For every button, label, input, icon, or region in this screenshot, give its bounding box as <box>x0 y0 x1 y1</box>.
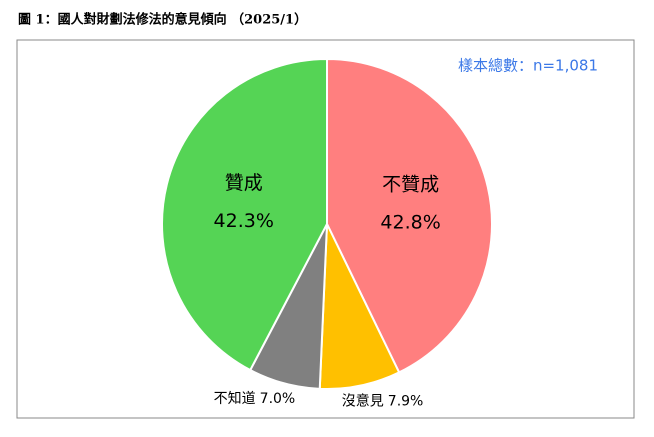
value-label: 42.3% <box>214 210 274 232</box>
slice-label: 不知道 <box>214 390 256 407</box>
slice-label: 不贊成 <box>382 173 439 195</box>
chart-title: 圖 1：國人對財劃法修法的意見傾向 （2025/1） <box>18 12 307 28</box>
sample-size: 樣本總數：n=1,081 <box>458 57 598 75</box>
value-label: 7.9% <box>388 394 424 410</box>
chart-frame <box>16 39 635 419</box>
pie-slice <box>326 57 493 374</box>
slice-label: 沒意見 <box>342 393 384 410</box>
pie-slice <box>161 57 328 372</box>
slice-label: 贊成 <box>225 172 263 194</box>
value-label: 7.0% <box>260 391 296 407</box>
value-label: 42.8% <box>380 211 440 233</box>
